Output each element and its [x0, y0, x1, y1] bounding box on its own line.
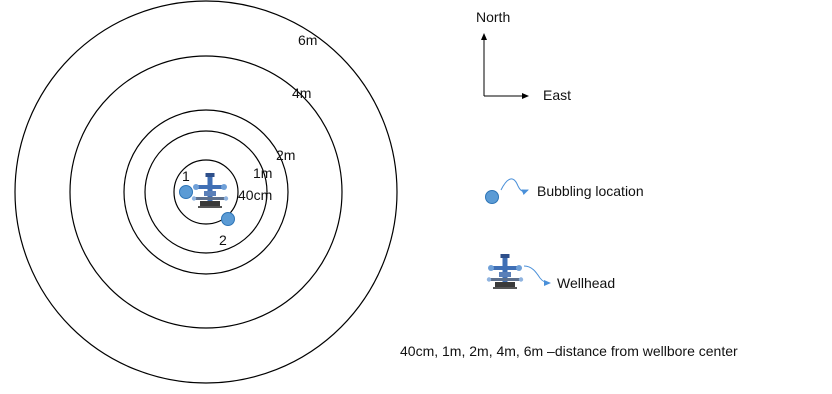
- legend-bubbling: Bubbling location: [485, 178, 644, 204]
- ring-label-6m: 6m: [298, 32, 317, 48]
- ring-40cm: [173, 159, 239, 225]
- bubble-icon: [485, 190, 499, 204]
- bubble-point-2: [221, 212, 235, 226]
- legend-bubbling-label: Bubbling location: [537, 183, 644, 199]
- compass-north-label: North: [476, 9, 510, 25]
- compass: North East: [476, 9, 571, 103]
- ring-2m: [123, 109, 289, 275]
- distance-rings: [14, 0, 398, 384]
- legend-bubbling-arrow: [500, 178, 529, 196]
- legend-wellhead-arrow: [523, 265, 551, 286]
- ring-label-40cm: 40cm: [238, 187, 272, 203]
- ring-label-4m: 4m: [292, 85, 311, 101]
- wellhead-icon: [191, 173, 229, 208]
- distance-note: 40cm, 1m, 2m, 4m, 6m –distance from well…: [400, 343, 738, 359]
- point-label-1: 1: [182, 168, 190, 184]
- legend-wellhead: Wellhead: [486, 254, 615, 291]
- ring-4m: [69, 55, 343, 329]
- compass-east-label: East: [543, 87, 571, 103]
- ring-6m: [14, 0, 398, 384]
- legend-wellhead-label: Wellhead: [557, 275, 615, 291]
- ring-label-2m: 2m: [276, 147, 295, 163]
- point-label-2: 2: [219, 232, 227, 248]
- ring-label-1m: 1m: [253, 165, 272, 181]
- ring-1m: [144, 130, 268, 254]
- legend-wellhead-icon: [486, 254, 524, 289]
- bubble-point-1: [179, 185, 193, 199]
